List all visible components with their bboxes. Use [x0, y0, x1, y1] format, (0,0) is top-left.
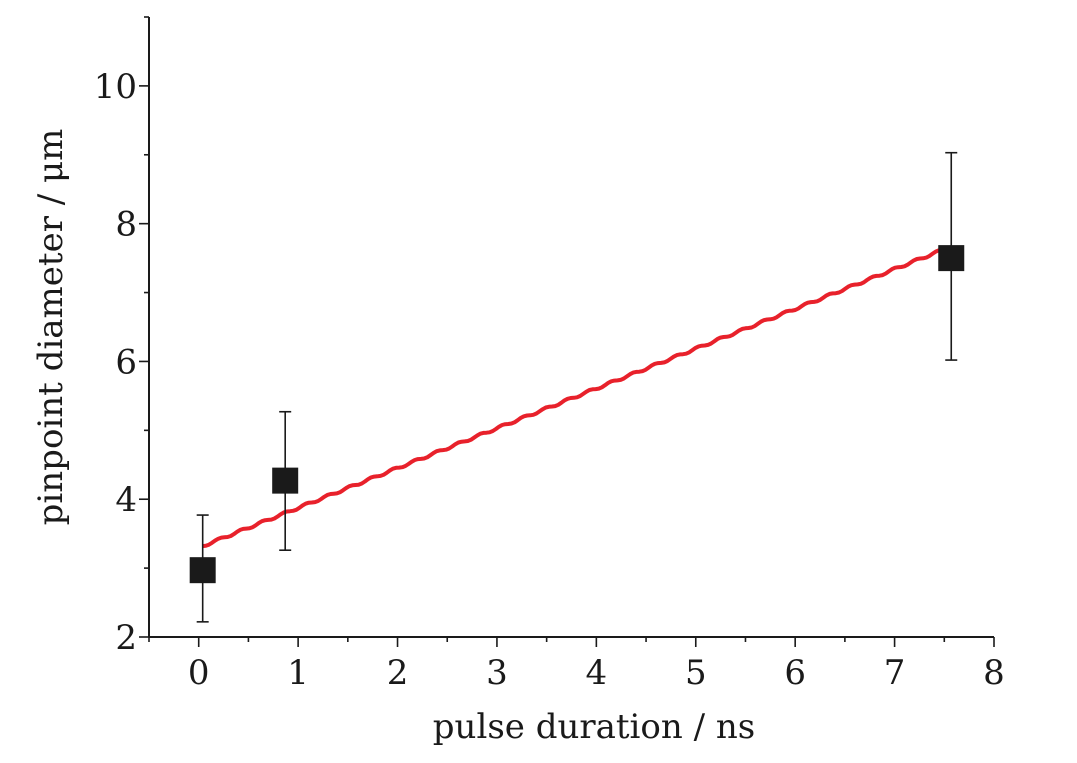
y-tick-label-6: 6 [115, 342, 137, 382]
y-tick-label-8: 8 [115, 205, 137, 245]
data-points [189, 151, 965, 623]
fit-line-group [202, 245, 953, 549]
y-tick-label-2: 2 [115, 618, 137, 658]
tick-labels: 0 1 2 3 4 5 6 7 8 2 4 6 8 10 [94, 67, 1005, 693]
data-point-1 [272, 467, 299, 494]
x-tick-label-7: 7 [884, 653, 906, 693]
x-tick-label-3: 3 [486, 653, 508, 693]
y-tick-label-10: 10 [94, 67, 137, 107]
x-tick-label-1: 1 [287, 653, 309, 693]
y-axis-title: pinpoint diameter / μm [31, 129, 71, 526]
x-tick-label-8: 8 [983, 653, 1005, 693]
ticks [139, 16, 995, 647]
x-tick-label-4: 4 [586, 653, 608, 693]
x-tick-label-5: 5 [685, 653, 707, 693]
x-axis-title: pulse duration / ns [433, 707, 755, 747]
data-point-2 [938, 245, 965, 272]
axes [148, 17, 994, 638]
data-point-0 [189, 557, 216, 584]
x-tick-label-0: 0 [188, 653, 210, 693]
fit-line [202, 245, 953, 549]
x-tick-label-6: 6 [784, 653, 806, 693]
y-tick-label-4: 4 [115, 480, 137, 520]
x-tick-label-2: 2 [387, 653, 409, 693]
